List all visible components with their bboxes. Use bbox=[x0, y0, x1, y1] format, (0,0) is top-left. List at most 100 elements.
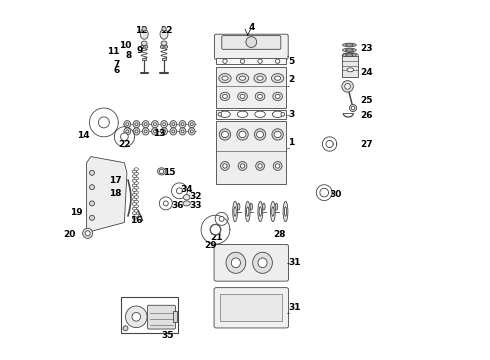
Ellipse shape bbox=[237, 203, 240, 210]
Circle shape bbox=[90, 185, 95, 190]
Circle shape bbox=[241, 59, 245, 63]
Bar bbox=[216, 58, 286, 64]
Ellipse shape bbox=[222, 76, 228, 80]
Ellipse shape bbox=[345, 44, 353, 46]
Polygon shape bbox=[201, 215, 230, 244]
Polygon shape bbox=[215, 212, 228, 225]
Ellipse shape bbox=[179, 128, 186, 135]
Ellipse shape bbox=[258, 258, 267, 268]
Ellipse shape bbox=[238, 162, 247, 170]
Circle shape bbox=[90, 201, 95, 206]
Bar bbox=[342, 56, 358, 77]
Circle shape bbox=[218, 112, 221, 116]
Circle shape bbox=[163, 130, 166, 133]
Bar bbox=[216, 121, 286, 184]
Text: 4: 4 bbox=[248, 23, 254, 32]
Circle shape bbox=[258, 59, 262, 63]
Ellipse shape bbox=[275, 94, 280, 99]
Ellipse shape bbox=[134, 195, 139, 198]
Circle shape bbox=[210, 224, 221, 235]
Text: 7: 7 bbox=[113, 60, 120, 69]
Ellipse shape bbox=[134, 210, 139, 212]
Ellipse shape bbox=[343, 48, 356, 52]
Circle shape bbox=[123, 326, 128, 331]
Ellipse shape bbox=[263, 203, 265, 210]
Ellipse shape bbox=[237, 111, 248, 117]
Ellipse shape bbox=[134, 191, 139, 194]
Ellipse shape bbox=[257, 131, 264, 138]
Ellipse shape bbox=[142, 121, 149, 128]
Text: 1: 1 bbox=[288, 138, 294, 147]
Ellipse shape bbox=[239, 131, 246, 138]
Text: 26: 26 bbox=[360, 111, 373, 120]
Bar bbox=[216, 67, 286, 108]
Ellipse shape bbox=[133, 128, 140, 135]
Ellipse shape bbox=[226, 252, 245, 273]
Text: 15: 15 bbox=[163, 168, 175, 177]
Polygon shape bbox=[326, 140, 333, 148]
Ellipse shape bbox=[240, 76, 245, 80]
FancyBboxPatch shape bbox=[222, 36, 281, 49]
Circle shape bbox=[132, 312, 141, 321]
Text: 3: 3 bbox=[288, 110, 294, 119]
Circle shape bbox=[121, 133, 128, 141]
Circle shape bbox=[275, 59, 280, 63]
FancyBboxPatch shape bbox=[215, 34, 288, 59]
Ellipse shape bbox=[189, 128, 195, 135]
Text: 11: 11 bbox=[107, 47, 120, 56]
Circle shape bbox=[176, 188, 182, 194]
Ellipse shape bbox=[272, 207, 274, 216]
Text: 18: 18 bbox=[109, 189, 122, 198]
Circle shape bbox=[281, 112, 285, 116]
Ellipse shape bbox=[221, 131, 228, 138]
Ellipse shape bbox=[133, 121, 140, 128]
Ellipse shape bbox=[254, 74, 266, 83]
Text: 32: 32 bbox=[189, 192, 202, 201]
Ellipse shape bbox=[161, 121, 168, 128]
Text: 17: 17 bbox=[109, 176, 122, 185]
Ellipse shape bbox=[141, 41, 147, 45]
Circle shape bbox=[135, 123, 138, 126]
Ellipse shape bbox=[246, 207, 249, 216]
Ellipse shape bbox=[134, 168, 139, 171]
Ellipse shape bbox=[132, 193, 137, 196]
Ellipse shape bbox=[245, 201, 250, 222]
Bar bbox=[229, 198, 292, 225]
Ellipse shape bbox=[254, 129, 266, 140]
Ellipse shape bbox=[253, 252, 272, 273]
Ellipse shape bbox=[220, 111, 230, 117]
Text: 9: 9 bbox=[136, 46, 143, 55]
Text: 2: 2 bbox=[288, 75, 294, 84]
Text: 21: 21 bbox=[210, 233, 222, 242]
Text: 31: 31 bbox=[288, 258, 301, 267]
Circle shape bbox=[190, 130, 193, 133]
Ellipse shape bbox=[258, 164, 262, 168]
Ellipse shape bbox=[124, 121, 130, 128]
Circle shape bbox=[223, 59, 227, 63]
Ellipse shape bbox=[134, 172, 139, 175]
Ellipse shape bbox=[132, 216, 137, 219]
Circle shape bbox=[190, 123, 193, 126]
Text: 8: 8 bbox=[125, 51, 132, 60]
Text: 10: 10 bbox=[119, 41, 132, 50]
Bar bbox=[143, 58, 146, 60]
Ellipse shape bbox=[236, 74, 248, 83]
Polygon shape bbox=[172, 183, 187, 199]
Ellipse shape bbox=[220, 92, 230, 100]
Text: 12: 12 bbox=[160, 26, 172, 35]
Ellipse shape bbox=[170, 128, 177, 135]
Ellipse shape bbox=[223, 164, 227, 168]
Text: 29: 29 bbox=[204, 241, 217, 250]
Text: 33: 33 bbox=[189, 201, 202, 210]
Ellipse shape bbox=[237, 129, 248, 140]
Circle shape bbox=[142, 27, 147, 31]
Ellipse shape bbox=[132, 184, 137, 187]
Circle shape bbox=[162, 27, 166, 31]
Ellipse shape bbox=[219, 129, 231, 140]
Ellipse shape bbox=[343, 53, 356, 57]
Ellipse shape bbox=[179, 121, 186, 128]
Ellipse shape bbox=[240, 94, 245, 99]
Circle shape bbox=[145, 45, 148, 48]
Text: 14: 14 bbox=[77, 131, 90, 140]
Circle shape bbox=[126, 123, 129, 126]
